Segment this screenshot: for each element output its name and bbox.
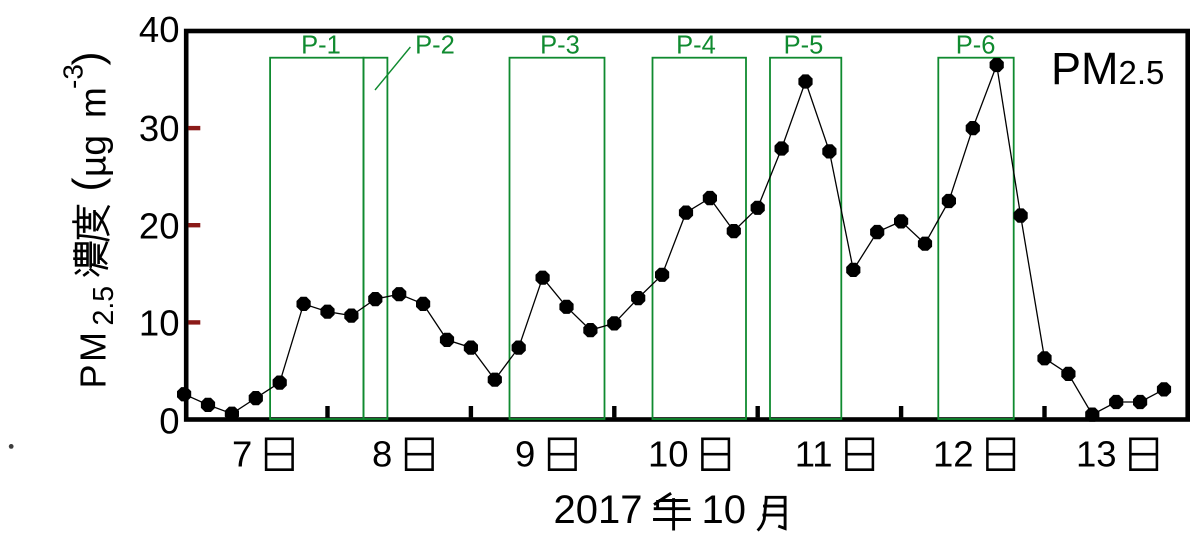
svg-text:0: 0 xyxy=(159,401,179,442)
svg-text:7: 7 xyxy=(232,434,252,475)
svg-text:10: 10 xyxy=(139,303,180,344)
svg-text:P-6: P-6 xyxy=(956,32,996,60)
svg-text:µg: µg xyxy=(73,135,114,177)
svg-text:30: 30 xyxy=(139,108,180,149)
svg-text:P-1: P-1 xyxy=(301,32,341,60)
svg-text:10: 10 xyxy=(702,488,747,532)
svg-text:8: 8 xyxy=(372,434,392,475)
svg-text:(: ( xyxy=(64,178,111,192)
svg-text:P-5: P-5 xyxy=(784,32,824,60)
svg-text:11: 11 xyxy=(795,434,833,475)
svg-text:2017: 2017 xyxy=(554,488,643,532)
svg-text:40: 40 xyxy=(139,9,180,50)
svg-text:20: 20 xyxy=(139,205,180,246)
svg-text:P-2: P-2 xyxy=(415,32,455,60)
svg-text:m: m xyxy=(73,87,114,118)
svg-text:): ) xyxy=(64,52,111,66)
svg-text:12: 12 xyxy=(933,434,974,475)
svg-text:13: 13 xyxy=(1076,434,1117,475)
svg-text:10: 10 xyxy=(648,434,689,475)
svg-text:2.5: 2.5 xyxy=(88,286,120,326)
svg-text:-3: -3 xyxy=(58,64,89,89)
svg-text:P-4: P-4 xyxy=(676,32,716,60)
svg-text:PM: PM xyxy=(73,330,114,389)
svg-text:P-3: P-3 xyxy=(540,32,580,60)
svg-text:9: 9 xyxy=(515,434,535,475)
